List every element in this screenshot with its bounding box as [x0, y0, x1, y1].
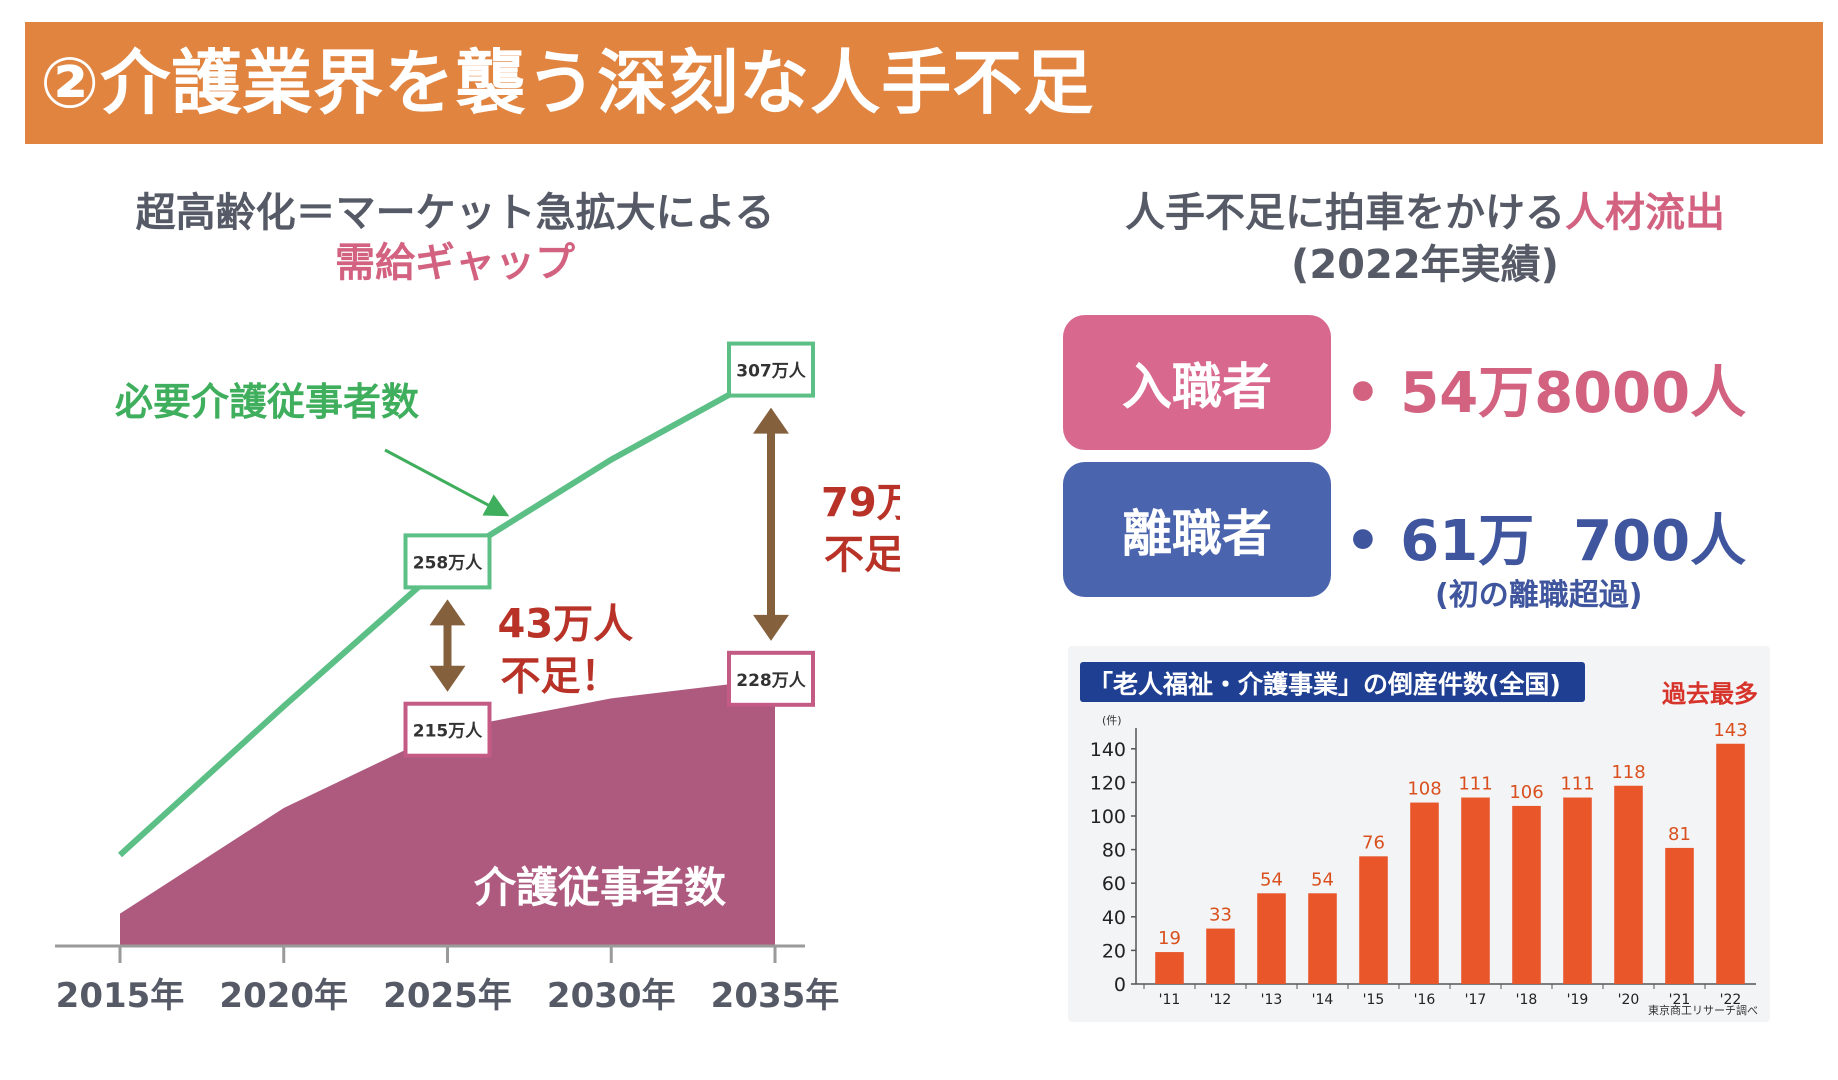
y-tick-label: 60	[1102, 873, 1126, 895]
bar-value-label: 143	[1713, 720, 1747, 741]
value-box	[727, 341, 815, 398]
y-tick-label: 80	[1102, 840, 1126, 862]
bar	[1155, 952, 1184, 984]
bar-value-label: 54	[1260, 869, 1283, 890]
bar-value-label: 111	[1458, 774, 1492, 795]
gap-amount-label: 79万人	[821, 480, 900, 526]
bar	[1410, 802, 1439, 984]
bar	[1206, 928, 1235, 984]
y-tick-label: 140	[1090, 739, 1126, 761]
x-tick-label: '14	[1312, 992, 1334, 1008]
bar	[1614, 785, 1643, 984]
bar	[1308, 893, 1337, 984]
y-tick-label: 0	[1114, 974, 1126, 996]
source-note: 東京商工リサーチ調べ	[1648, 1003, 1758, 1017]
y-tick-label: 20	[1102, 940, 1126, 962]
x-tick-label: '18	[1516, 992, 1538, 1008]
leavers-label: 離職者	[1063, 462, 1331, 597]
x-tick-label: '13	[1261, 992, 1283, 1008]
gap-shortage-label: 不足！	[501, 654, 621, 700]
right-heading-line2: (2022年実績)	[1291, 242, 1559, 288]
x-tick-label: 2015年	[56, 976, 185, 1016]
right-heading-line1: 人手不足に拍車をかける人材流出	[1040, 180, 1810, 238]
y-tick-label: 40	[1102, 907, 1126, 929]
bar	[1257, 893, 1286, 984]
bar-value-label: 33	[1209, 905, 1232, 926]
bar-value-label: 108	[1407, 779, 1441, 800]
required-workers-label: 必要介護従事者数	[115, 380, 419, 424]
x-tick-label: '15	[1363, 992, 1385, 1008]
bar	[1665, 847, 1694, 984]
gap-arrow-head-down	[429, 665, 466, 692]
gap-arrow-head-up	[753, 407, 789, 434]
leavers-value: • 61万 700人	[1345, 509, 1747, 574]
y-tick-label: 120	[1090, 772, 1126, 794]
value-box	[403, 701, 492, 758]
page-title: ②介護業界を襲う深刻な人手不足	[40, 42, 1095, 124]
x-tick-label: '12	[1210, 992, 1232, 1008]
gap-shortage-label: 不足！	[824, 532, 900, 578]
y-unit-label: (件)	[1102, 714, 1122, 727]
bar	[1359, 856, 1388, 984]
x-tick-label: '11	[1159, 992, 1181, 1008]
gap-amount-label: 43万人	[498, 602, 634, 648]
record-high-callout: 過去最多	[1662, 680, 1758, 708]
leavers-note: (初の離職超過)	[1435, 578, 1643, 613]
value-box	[403, 533, 492, 590]
bar-value-label: 106	[1509, 782, 1543, 803]
x-tick-label: '19	[1567, 992, 1589, 1008]
left-heading-line2: 需給ギャップ	[335, 240, 575, 286]
bar-value-label: 81	[1668, 824, 1691, 845]
right-heading-accent: 人材流出	[1565, 190, 1725, 236]
x-tick-label: '22	[1720, 992, 1742, 1008]
left-heading-line1: 超高齢化＝マーケット急拡大による	[135, 190, 775, 236]
bar-value-label: 118	[1611, 762, 1645, 783]
pointer-arrow	[384, 448, 510, 517]
bar-value-label: 54	[1311, 869, 1334, 890]
value-label: 215万人	[413, 722, 483, 742]
bar	[1461, 797, 1490, 984]
entrants-value: • 54万8000人	[1345, 361, 1747, 426]
x-tick-label: '17	[1465, 992, 1487, 1008]
bar-chart-title-bg	[1080, 662, 1585, 702]
x-tick-label: 2025年	[383, 976, 512, 1016]
title-bar	[25, 22, 1823, 144]
bar	[1716, 743, 1745, 984]
bar	[1512, 805, 1541, 984]
value-label: 307万人	[736, 362, 806, 382]
bar-value-label: 76	[1362, 832, 1385, 853]
bar-value-label: 19	[1158, 928, 1181, 949]
bar-chart-title: 「老人福祉・介護事業」の倒産件数(全国)	[1088, 670, 1561, 699]
bar-value-label: 111	[1560, 774, 1594, 795]
x-tick-label: 2035年	[711, 976, 840, 1016]
x-tick-label: '20	[1618, 992, 1640, 1008]
bar	[1563, 797, 1592, 984]
workers-area-label: 介護従事者数	[474, 863, 726, 912]
value-label: 228万人	[736, 671, 806, 691]
x-tick-label: 2030年	[547, 976, 676, 1016]
gap-arrow-head-down	[753, 614, 789, 641]
y-tick-label: 100	[1090, 806, 1126, 828]
value-label: 258万人	[413, 553, 483, 573]
x-tick-label: '21	[1669, 992, 1691, 1008]
value-box	[727, 650, 815, 707]
gap-arrow-head-up	[429, 599, 466, 626]
bankruptcy-bar-chart: 「老人福祉・介護事業」の倒産件数(全国) 過去最多 (件) 0 20 40 60 80 1…	[1080, 662, 1758, 1017]
worker-supply-area	[120, 678, 775, 945]
supply-demand-chart: 307万人 258万人 215万人 228万人 必要介護従事者数 介護従事者数 43万…	[55, 341, 900, 1016]
x-tick-label: 2020年	[219, 976, 348, 1016]
x-tick-label: '16	[1414, 992, 1436, 1008]
right-heading-main: 人手不足に拍車をかける	[1125, 190, 1565, 236]
entrants-label: 入職者	[1063, 315, 1331, 450]
